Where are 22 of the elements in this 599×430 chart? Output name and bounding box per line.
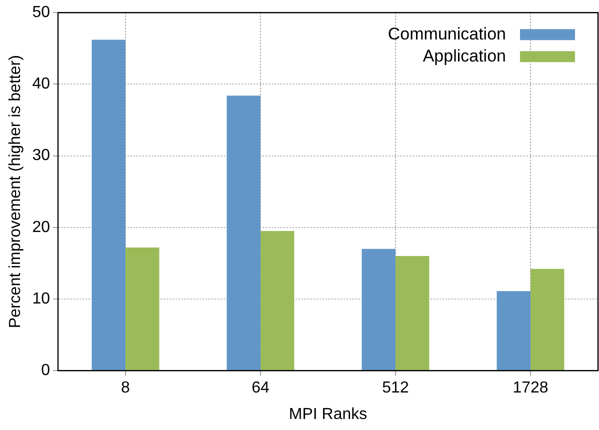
y-tick-label: 10 bbox=[32, 290, 50, 308]
bar bbox=[530, 268, 564, 370]
bar bbox=[226, 96, 260, 370]
x-tick-label: 512 bbox=[382, 380, 409, 397]
bar bbox=[362, 248, 396, 370]
legend-label: Application bbox=[422, 46, 506, 66]
y-tick-label: 40 bbox=[32, 76, 50, 93]
legend-label: Communication bbox=[388, 24, 506, 44]
bar bbox=[396, 256, 430, 370]
y-axis-title: Percent improvement (higher is better) bbox=[7, 55, 24, 328]
bar bbox=[126, 247, 160, 370]
bar bbox=[260, 230, 294, 370]
bar bbox=[496, 291, 530, 370]
x-tick-label: 1728 bbox=[512, 380, 548, 397]
y-tick-label: 50 bbox=[32, 4, 50, 22]
x-tick-label: 8 bbox=[121, 380, 130, 397]
y-tick-label: 30 bbox=[32, 147, 50, 164]
bar bbox=[92, 40, 126, 370]
x-axis-title: MPI Ranks bbox=[288, 406, 368, 423]
y-tick-label: 20 bbox=[32, 218, 50, 236]
x-tick-label: 64 bbox=[252, 380, 270, 397]
y-tick-label: 0 bbox=[41, 362, 50, 380]
